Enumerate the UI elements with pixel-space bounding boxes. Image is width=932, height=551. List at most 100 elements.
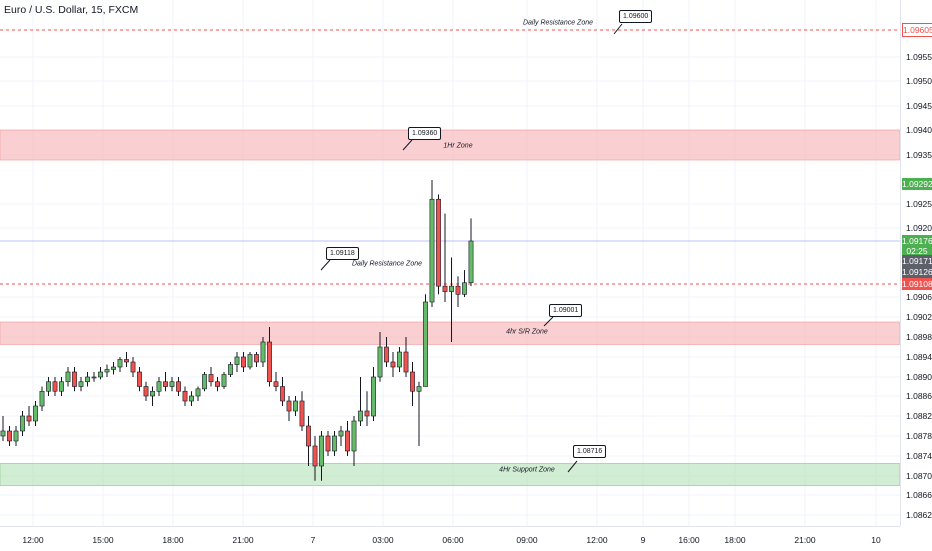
candle-body — [117, 359, 123, 368]
price-label: 02:25 — [902, 245, 932, 257]
candle-body — [13, 430, 19, 442]
annotation-1hr-zone: 1Hr Zone — [443, 142, 473, 150]
candle-body — [215, 381, 220, 387]
candle-body — [293, 400, 298, 412]
callout-1.08716[interactable]: 1.08716 — [573, 445, 607, 458]
time-tick: 21:00 — [794, 535, 816, 545]
candle-body — [462, 282, 467, 295]
candle-body — [384, 346, 389, 363]
callout-pointer-3 — [543, 316, 554, 327]
callout-pointer-1 — [402, 139, 413, 151]
chart-canvas — [0, 0, 900, 526]
candle-body — [436, 198, 441, 287]
candle-body — [397, 351, 402, 368]
price-label: 1.09605 — [902, 23, 932, 37]
candle-body — [156, 381, 162, 392]
price-label: 1.09126 — [902, 266, 932, 278]
time-tick: 03:00 — [372, 535, 394, 545]
candle-body — [423, 301, 428, 387]
candle-body — [111, 366, 116, 370]
candle-body — [377, 346, 383, 378]
candle-body — [26, 415, 32, 422]
price-tick: 1.08900 — [906, 372, 932, 382]
time-tick: 21:00 — [232, 535, 254, 545]
candle-body — [371, 376, 376, 417]
candle-body — [176, 381, 181, 392]
price-label: 1.09108 — [902, 278, 932, 290]
price-tick: 1.09350 — [906, 150, 932, 160]
candle-body — [7, 430, 12, 442]
time-tick: 09:00 — [516, 535, 538, 545]
price-axis[interactable]: 1.09550 1.09500 1.09450 1.09400 1.09350 1.092… — [900, 0, 932, 526]
time-tick: 10 — [871, 535, 881, 545]
candle-body — [228, 364, 233, 375]
candle-body — [208, 374, 214, 383]
candle-body — [286, 400, 292, 412]
candle-body — [98, 371, 103, 378]
candle-body — [137, 371, 142, 387]
price-tick: 1.08620 — [906, 510, 932, 520]
callout-1.09118[interactable]: 1.09118 — [326, 247, 359, 260]
price-tick: 1.08940 — [906, 352, 932, 362]
candle-body — [33, 405, 38, 422]
time-tick: 06:00 — [442, 535, 464, 545]
callout-1.09600[interactable]: 1.09600 — [619, 10, 653, 23]
candle-body — [241, 356, 246, 368]
candle-body — [189, 395, 194, 402]
price-tick: 1.09500 — [906, 76, 932, 86]
price-tick: 1.09400 — [906, 125, 932, 135]
symbol-title[interactable]: Euro / U.S. Dollar, 15, FXCM — [4, 4, 139, 16]
price-tick: 1.08700 — [906, 471, 932, 481]
candle-body — [345, 430, 350, 452]
candle-body — [306, 425, 311, 447]
price-label: 1.09171 — [902, 255, 932, 267]
price-tick: 1.09020 — [906, 312, 932, 322]
candle-body — [351, 420, 357, 452]
candle-body — [455, 285, 461, 295]
callout-1.09001[interactable]: 1.09001 — [549, 304, 583, 317]
annotation-daily-resistance-mid: Daily Resistance Zone — [351, 260, 423, 268]
candle-body — [182, 390, 188, 402]
candle-body — [130, 361, 136, 373]
candle-body — [325, 435, 331, 452]
candle-body — [221, 374, 227, 387]
candle-body — [78, 381, 84, 387]
candle-body — [46, 381, 51, 392]
candle-body — [85, 376, 90, 383]
time-axis[interactable]: 12:00 15:00 18:00 21:00 7 03:00 06:00 09:00 12:0… — [0, 526, 900, 551]
candle-body — [247, 354, 253, 368]
price-label: 1.09176 — [902, 235, 932, 247]
callout-1.09360[interactable]: 1.09360 — [408, 127, 442, 140]
candle-body — [91, 376, 97, 379]
candle-body — [0, 430, 6, 437]
candle-body — [280, 386, 285, 402]
candle-body — [364, 410, 370, 417]
candle-body — [163, 381, 168, 387]
time-tick: 18:00 — [724, 535, 746, 545]
candle-body — [104, 369, 110, 373]
price-tick: 1.09450 — [906, 101, 932, 111]
candle-body — [234, 356, 240, 365]
price-tick: 1.09060 — [906, 292, 932, 302]
candle-body — [403, 351, 409, 373]
price-tick: 1.08780 — [906, 431, 932, 441]
candle-body — [150, 390, 155, 397]
time-tick: 16:00 — [678, 535, 700, 545]
candle-body — [312, 445, 318, 467]
candle-body — [299, 400, 305, 427]
candle-body — [267, 341, 272, 383]
time-tick: 18:00 — [162, 535, 184, 545]
chart-plot-area[interactable]: Euro / U.S. Dollar, 15, FXCM Daily Resis… — [0, 0, 900, 526]
candle-body — [65, 371, 71, 383]
price-label: 1.09292 — [902, 178, 932, 190]
time-tick: 15:00 — [92, 535, 114, 545]
candle-body — [410, 371, 415, 392]
candle-body — [468, 240, 474, 284]
price-tick: 1.08740 — [906, 451, 932, 461]
candle-body — [332, 435, 337, 452]
price-tick: 1.08860 — [906, 391, 932, 401]
price-tick: 1.08820 — [906, 411, 932, 421]
price-tick: 1.09200 — [906, 223, 932, 233]
candle-body — [59, 381, 64, 392]
candle-body — [390, 361, 396, 368]
